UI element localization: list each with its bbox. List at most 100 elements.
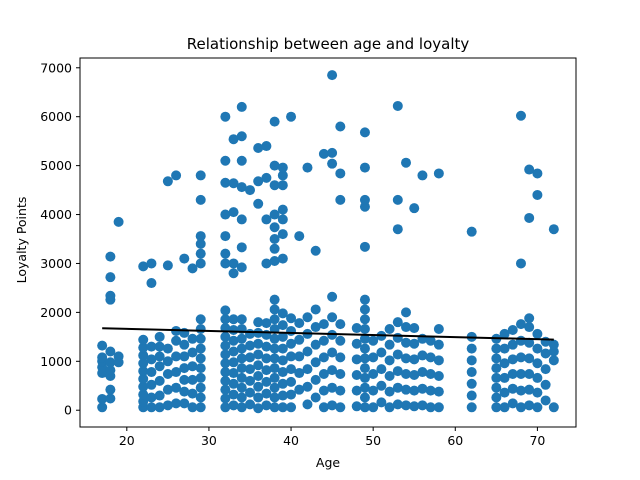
data-point (154, 341, 165, 352)
data-point (138, 334, 149, 345)
data-point (327, 382, 338, 393)
data-point (433, 386, 444, 397)
data-point (269, 180, 280, 191)
data-point (228, 178, 239, 189)
data-point (187, 402, 198, 413)
data-point (162, 260, 173, 271)
data-point (499, 343, 510, 354)
x-axis-title: Age (316, 455, 340, 470)
data-point (220, 305, 231, 316)
data-point (171, 351, 182, 362)
data-point (220, 258, 231, 269)
data-point (392, 366, 403, 377)
data-point (507, 324, 518, 335)
data-point (269, 160, 280, 171)
data-point (401, 307, 412, 318)
data-point (195, 248, 206, 259)
data-point (384, 386, 395, 397)
data-point (269, 234, 280, 244)
data-point (466, 390, 477, 401)
data-point (179, 351, 190, 362)
data-point (195, 363, 206, 374)
data-point (532, 402, 543, 413)
data-point (228, 368, 239, 379)
data-point (138, 261, 149, 272)
data-point (187, 263, 198, 274)
data-point (269, 343, 280, 354)
data-point (277, 355, 288, 366)
data-point (515, 352, 526, 363)
data-point (359, 304, 370, 315)
data-point (277, 170, 288, 181)
data-point (253, 338, 264, 349)
data-point (310, 339, 321, 350)
data-point (294, 318, 305, 329)
data-point (105, 393, 116, 404)
data-point (286, 402, 297, 413)
data-point (286, 325, 297, 336)
data-point (244, 340, 255, 351)
data-point (179, 398, 190, 409)
data-point (261, 341, 272, 352)
data-point (401, 157, 412, 168)
data-point (277, 367, 288, 378)
data-point (548, 355, 559, 366)
data-point (253, 198, 264, 209)
data-point (335, 168, 346, 179)
data-point (253, 176, 264, 187)
data-point (392, 100, 403, 111)
data-point (154, 375, 165, 386)
data-point (236, 182, 247, 193)
data-point (277, 308, 288, 319)
data-point (302, 162, 313, 173)
data-point (409, 203, 420, 214)
data-point (302, 312, 313, 323)
data-point (351, 354, 362, 365)
data-point (236, 101, 247, 112)
data-point (507, 398, 518, 409)
data-point (195, 402, 206, 413)
data-point (359, 353, 370, 364)
y-tick-label: 3000 (40, 256, 72, 271)
data-point (146, 379, 157, 390)
data-point (524, 164, 535, 175)
y-tick-label: 4000 (40, 207, 72, 222)
data-point (499, 328, 510, 339)
x-tick-label: 50 (365, 433, 381, 448)
data-point (269, 256, 280, 267)
data-point (253, 349, 264, 360)
data-point (236, 155, 247, 166)
data-point (253, 381, 264, 392)
data-point (195, 372, 206, 383)
data-point (499, 358, 510, 369)
data-point (532, 387, 543, 398)
data-point (401, 353, 412, 364)
data-point (351, 323, 362, 334)
data-point (236, 372, 247, 383)
data-point (499, 387, 510, 398)
data-point (220, 340, 231, 351)
data-point (277, 390, 288, 401)
data-point (269, 243, 280, 254)
data-point (318, 369, 329, 380)
data-point (351, 338, 362, 349)
data-point (154, 390, 165, 401)
data-point (286, 376, 297, 387)
data-point (294, 368, 305, 379)
data-point (384, 402, 395, 413)
data-point (261, 365, 272, 376)
data-point (138, 350, 149, 361)
data-point (105, 290, 116, 301)
plot-area (97, 70, 559, 414)
data-point (146, 402, 157, 413)
data-point (171, 398, 182, 409)
data-point (359, 363, 370, 374)
data-point (171, 170, 182, 181)
data-point (277, 378, 288, 389)
data-point (179, 339, 190, 350)
data-point (236, 363, 247, 374)
data-point (359, 372, 370, 383)
data-point (302, 381, 313, 392)
data-point (138, 373, 149, 384)
